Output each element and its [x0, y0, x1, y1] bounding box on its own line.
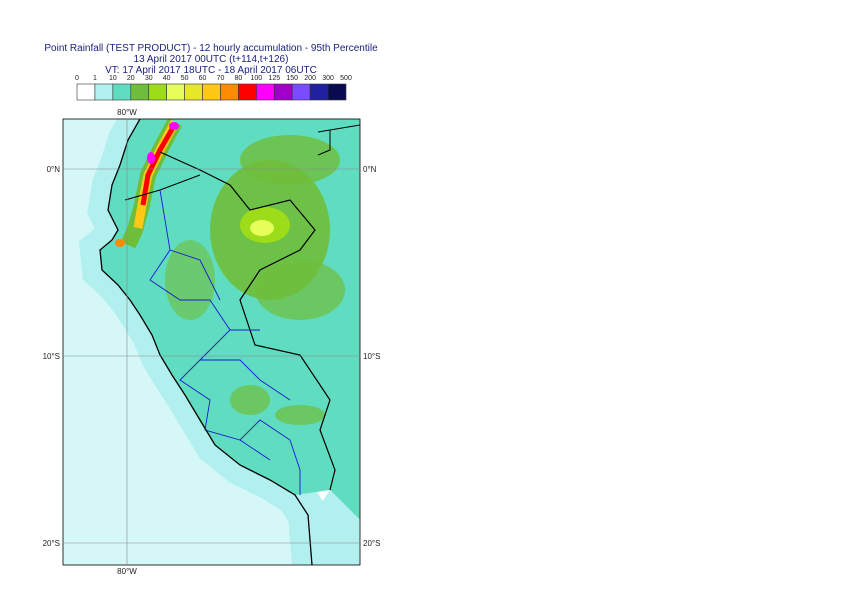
legend-swatch [130, 83, 150, 101]
legend-label: 0 [75, 75, 79, 82]
legend-label: 500 [340, 75, 352, 82]
legend-swatch [273, 83, 293, 101]
legend-swatch [166, 83, 185, 101]
legend-label: 30 [145, 75, 153, 82]
legend-swatch [112, 83, 132, 101]
legend-swatch [291, 83, 311, 101]
legend-swatch [220, 83, 239, 101]
title-line: VT: 17 April 2017 18UTC - 18 April 2017 … [105, 65, 317, 76]
legend: 0 1 10 20 30 40 50 60 70 80 100 125 150 200 300 500 [75, 75, 352, 101]
legend-label: 40 [163, 75, 171, 82]
title-line: 13 April 2017 00UTC (t+114,t+126) [134, 54, 289, 65]
lat-label: 10°S [363, 352, 380, 361]
legend-label: 125 [268, 75, 280, 82]
legend-label: 1 [93, 75, 97, 82]
lat-label: 0°N [363, 165, 377, 174]
lat-label: 20°S [43, 539, 60, 548]
legend-label: 50 [181, 75, 189, 82]
legend-label: 300 [322, 75, 334, 82]
title-line: Point Rainfall (TEST PRODUCT) - 12 hourl… [44, 43, 378, 54]
legend-swatch [327, 83, 347, 101]
legend-label: 60 [199, 75, 207, 82]
legend-swatch [148, 83, 167, 101]
lat-label: 10°S [43, 352, 60, 361]
legend-swatch [309, 83, 329, 101]
lon-label: 80°W [117, 567, 137, 576]
lat-label: 0°N [47, 165, 61, 174]
legend-label: 70 [217, 75, 225, 82]
legend-label: 150 [286, 75, 298, 82]
map [63, 119, 360, 565]
legend-label: 100 [250, 75, 262, 82]
lon-label: 80°W [117, 108, 137, 117]
legend-label: 80 [235, 75, 243, 82]
legend-label: 20 [127, 75, 135, 82]
legend-swatch [94, 83, 114, 101]
legend-swatch [76, 83, 96, 101]
map-frame [62, 118, 361, 566]
legend-swatch [184, 83, 203, 101]
legend-label: 200 [304, 75, 316, 82]
legend-swatch [238, 83, 257, 101]
graticule [63, 119, 360, 565]
legend-label: 10 [109, 75, 117, 82]
lat-label: 20°S [363, 539, 380, 548]
legend-swatch [256, 83, 275, 101]
legend-swatch [202, 83, 221, 101]
